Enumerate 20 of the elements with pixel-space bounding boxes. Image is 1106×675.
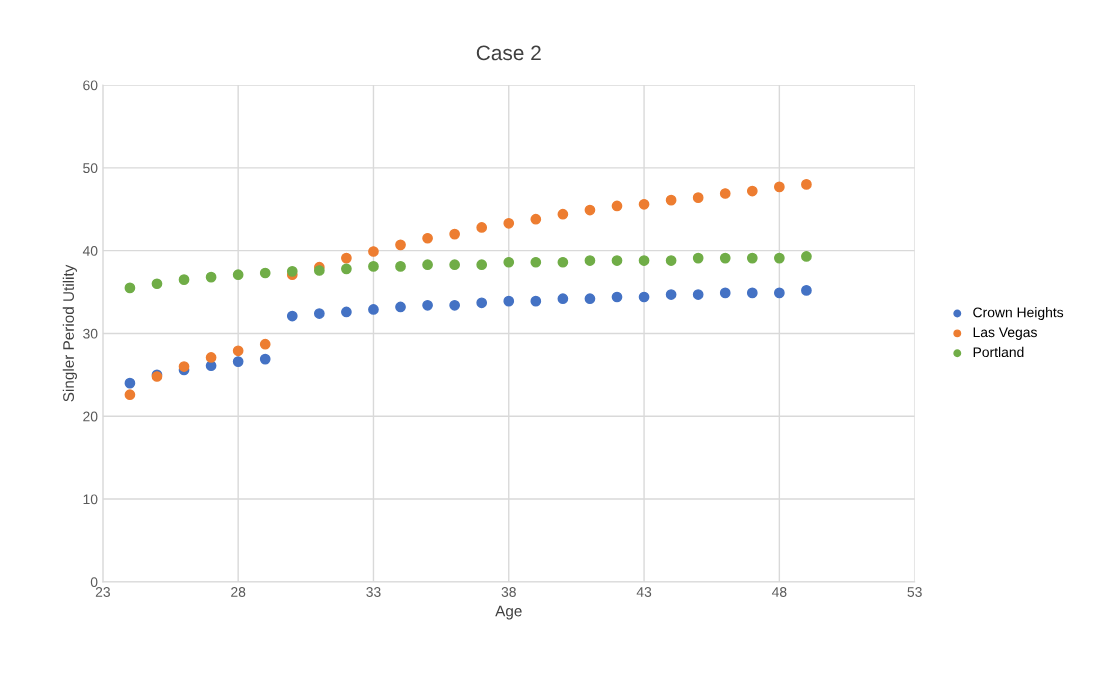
- legend-label: Las Vegas: [973, 327, 1037, 340]
- x-tick-label: 48: [771, 587, 787, 597]
- x-axis-title: Age: [495, 605, 522, 620]
- x-tick-label: 33: [366, 587, 381, 597]
- x-tick-label: 23: [95, 587, 110, 597]
- x-tick-label: 28: [231, 587, 246, 597]
- x-tick-label: 43: [636, 587, 652, 597]
- chart-title: Case 2: [476, 45, 541, 61]
- legend-label: Crown Heights: [973, 307, 1064, 321]
- y-tick-label: 20: [83, 411, 98, 422]
- y-tick-label: 60: [83, 80, 98, 91]
- legend-label: Portland: [973, 346, 1024, 358]
- y-tick-label: 10: [83, 494, 98, 505]
- y-tick-label: 50: [83, 163, 98, 174]
- x-tick-label: 53: [907, 587, 922, 597]
- y-tick-label: 0: [90, 577, 98, 588]
- y-tick-label: 30: [83, 328, 98, 339]
- x-tick-label: 38: [501, 587, 516, 597]
- y-axis-title: Singler Period Utility: [62, 264, 77, 402]
- y-tick-label: 40: [82, 245, 98, 256]
